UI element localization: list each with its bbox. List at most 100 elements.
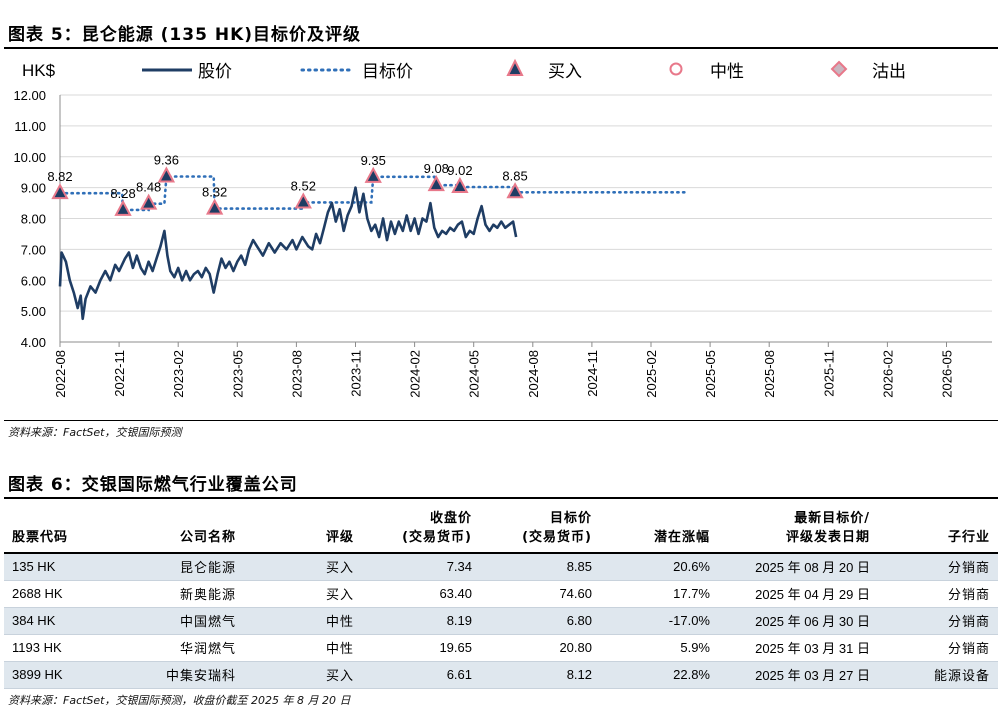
cell-sector: 分销商 — [947, 642, 990, 657]
cell-code: 2688 HK — [12, 586, 63, 601]
legend-buy-label: 买入 — [548, 62, 582, 82]
cell-sector: 分销商 — [947, 588, 990, 603]
cell-name: 新奥能源 — [179, 588, 236, 603]
table-row: 135 HK 昆仑能源 买入 7.34 8.85 20.6% 2025 年 08… — [4, 553, 998, 580]
y-tick-label: 4.00 — [21, 335, 46, 350]
col-date: 最新目标价/评级发表日期 — [718, 506, 878, 554]
table-title-rule — [4, 497, 998, 499]
table-header-row: 股票代码 公司名称 评级 收盘价 (交易货币) 目标价 (交易货币) 潜在涨幅 最新… — [4, 506, 998, 554]
figure-6-title: 图表 6：交银国际燃气行业覆盖公司 — [8, 475, 298, 495]
target-price-label: 8.28 — [110, 186, 135, 201]
y-tick-label: 10.00 — [13, 150, 46, 165]
cell-code: 3899 HK — [12, 667, 63, 682]
target-price-label: 9.02 — [447, 163, 472, 178]
x-tick-label: 2024-02 — [408, 350, 423, 398]
cell-date: 2025 年 03 月 27 日 — [755, 668, 870, 683]
cell-target: 20.80 — [559, 640, 592, 655]
col-date-line1: 最新目标价/ — [794, 511, 870, 526]
x-tick-label: 2025-02 — [644, 350, 659, 398]
x-tick-label: 2026-02 — [880, 350, 895, 398]
x-tick-label: 2024-05 — [467, 350, 482, 398]
cell-rating: 买入 — [325, 561, 354, 577]
cell-close: 7.34 — [446, 559, 472, 575]
col-rating: 评级 — [244, 506, 362, 554]
cell-close: 63.40 — [439, 586, 472, 601]
x-tick-label: 2026-05 — [940, 350, 955, 398]
cell-name: 昆仑能源 — [179, 561, 236, 577]
x-tick-label: 2023-11 — [349, 350, 364, 397]
figure-6-source: 资料来源：FactSet，交银国际预测，收盘价截至 2025 年 8 月 20 … — [8, 694, 351, 707]
coverage-table: 股票代码 公司名称 评级 收盘价 (交易货币) 目标价 (交易货币) 潜在涨幅 最新… — [4, 506, 998, 689]
cell-rating: 中性 — [325, 642, 354, 657]
cell-target: 6.80 — [566, 613, 592, 628]
legend-neutral-label: 中性 — [710, 62, 744, 82]
cell-target: 8.85 — [566, 559, 592, 575]
cell-target: 8.12 — [566, 667, 592, 682]
buy-rating-marker — [205, 198, 224, 215]
buy-rating-marker — [139, 193, 158, 210]
target-price-label: 9.35 — [361, 153, 386, 168]
cell-rating: 买入 — [325, 588, 354, 603]
table-row: 2688 HK 新奥能源 买入 63.40 74.60 17.7% 2025 年… — [4, 580, 998, 607]
cell-target: 74.60 — [559, 586, 592, 601]
cell-date: 2025 年 06 月 30 日 — [755, 614, 870, 629]
buy-rating-marker — [506, 182, 524, 199]
cell-sector: 分销商 — [947, 615, 990, 630]
col-code: 股票代码 — [4, 506, 116, 554]
y-tick-label: 8.00 — [21, 212, 46, 227]
x-tick-label: 2023-08 — [289, 350, 304, 398]
col-close-line2: (交易货币) — [402, 530, 472, 545]
cell-date: 2025 年 04 月 29 日 — [755, 587, 870, 602]
cell-sector: 能源设备 — [933, 669, 990, 684]
cell-date: 2025 年 03 月 31 日 — [755, 641, 870, 656]
target-price-label: 8.48 — [136, 180, 161, 195]
x-tick-label: 2025-11 — [821, 350, 836, 397]
legend-buy-icon — [506, 58, 524, 76]
title-rule — [4, 47, 998, 49]
y-tick-label: 6.00 — [21, 273, 46, 288]
legend-price-label: 股价 — [198, 62, 232, 82]
col-target-line2: (交易货币) — [522, 530, 592, 545]
legend-sell-icon — [830, 60, 848, 78]
cell-upside: 17.7% — [673, 586, 710, 601]
cell-close: 8.19 — [446, 613, 472, 628]
figure-5-title: 图表 5：昆仑能源 (135 HK)目标价及评级 — [8, 25, 362, 45]
x-tick-label: 2023-02 — [171, 350, 186, 398]
target-price-label: 8.85 — [502, 168, 527, 183]
cell-upside: 22.8% — [673, 667, 710, 682]
table-row: 384 HK 中国燃气 中性 8.19 6.80 -17.0% 2025 年 0… — [4, 607, 998, 634]
col-close: 收盘价 (交易货币) — [362, 506, 480, 554]
col-target-line1: 目标价 — [549, 511, 592, 526]
cell-rating: 买入 — [325, 669, 354, 684]
table-row: 3899 HK 中集安瑞科 买入 6.61 8.12 22.8% 2025 年 … — [4, 661, 998, 688]
y-tick-label: 9.00 — [21, 181, 46, 196]
target-price-label: 9.08 — [424, 161, 449, 176]
y-tick-label: 5.00 — [21, 304, 46, 319]
buy-rating-marker — [451, 176, 469, 194]
buy-rating-marker — [51, 183, 69, 200]
x-tick-label: 2025-05 — [703, 350, 718, 398]
series-share-price-line — [58, 186, 518, 321]
y-tick-label: 11.00 — [14, 119, 46, 134]
y-tick-label: 12.00 — [13, 88, 46, 103]
chart-bottom-rule — [4, 420, 998, 421]
y-tick-label: 7.00 — [21, 242, 46, 257]
cell-code: 1193 HK — [12, 640, 62, 655]
x-tick-label: 2022-11 — [112, 350, 127, 397]
cell-name: 中国燃气 — [179, 615, 236, 630]
col-name: 公司名称 — [116, 506, 244, 554]
target-price-label: 9.36 — [154, 153, 179, 168]
cell-date: 2025 年 08 月 20 日 — [755, 560, 870, 576]
buy-rating-marker — [157, 166, 176, 183]
cell-close: 6.61 — [446, 667, 472, 682]
cell-upside: 20.6% — [673, 559, 710, 575]
figure-5-source: 资料来源：FactSet，交银国际预测 — [8, 426, 182, 439]
col-target: 目标价 (交易货币) — [480, 506, 600, 554]
x-tick-label: 2024-08 — [526, 350, 541, 398]
y-axis-label: HK$ — [22, 61, 56, 80]
buy-rating-marker — [427, 175, 445, 192]
target-price-label: 8.32 — [202, 185, 227, 200]
x-tick-label: 2024-11 — [585, 350, 600, 397]
col-date-line2: 评级发表日期 — [785, 530, 870, 545]
col-close-line1: 收盘价 — [429, 511, 472, 526]
